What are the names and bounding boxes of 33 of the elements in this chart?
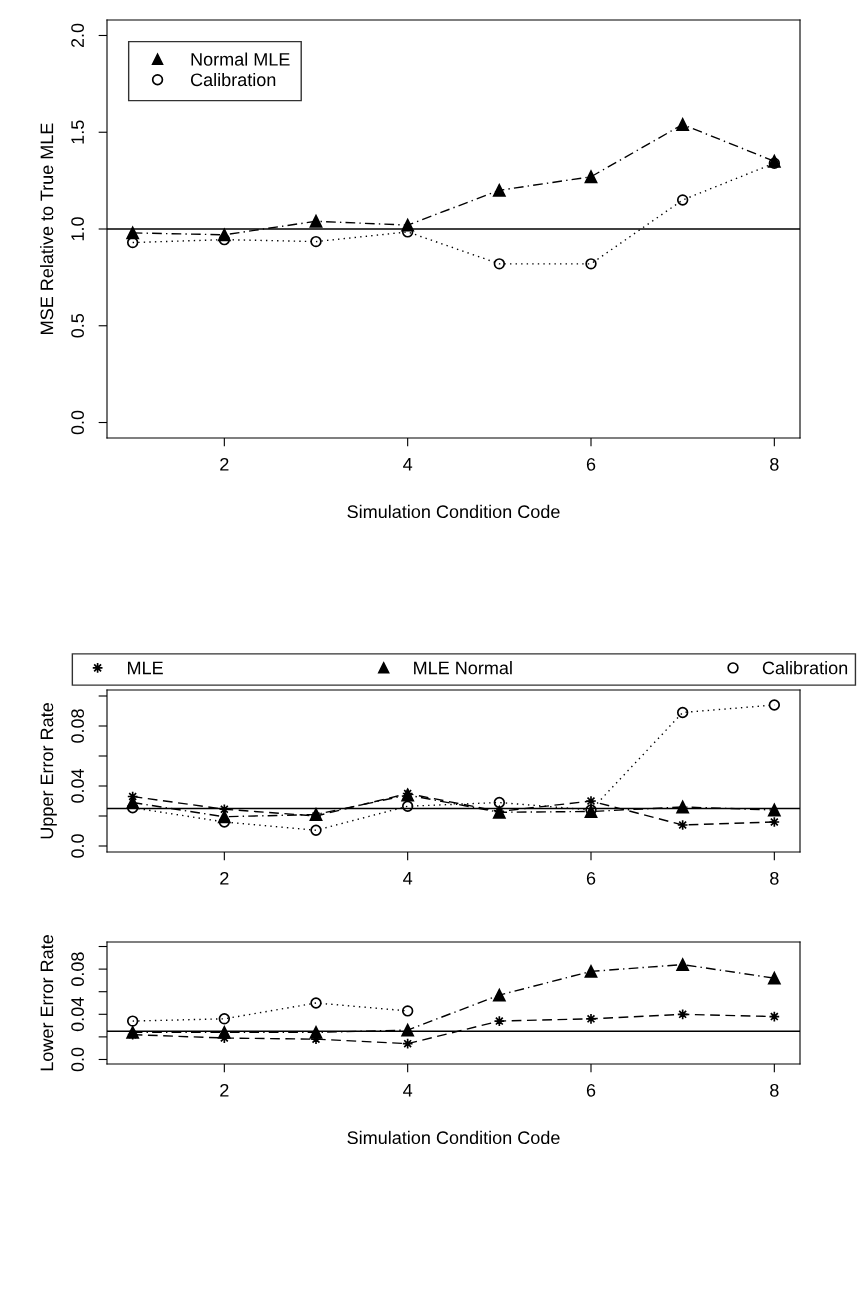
legend-label: MLE Normal	[414, 661, 512, 675]
y-tick-label: 1.5	[71, 120, 84, 144]
x-tick-label: 8	[770, 1083, 779, 1097]
x-tick-label: 8	[770, 457, 779, 471]
x-axis-title: Simulation Condition Code	[347, 1130, 560, 1145]
y-axis-title: Upper Error Rate	[40, 703, 57, 839]
y-tick-label: 2.0	[71, 23, 84, 48]
x-tick-label: 8	[770, 871, 779, 885]
x-tick-label: 2	[220, 457, 229, 471]
y-tick-label: 0.04	[71, 768, 84, 803]
y-tick-label: 1.0	[71, 217, 84, 241]
x-tick-label: 2	[220, 871, 229, 885]
y-tick-label: 0.0	[71, 834, 84, 858]
x-tick-label: 6	[586, 457, 596, 471]
y-tick-label: 0.5	[71, 313, 84, 338]
x-axis-title: Simulation Condition Code	[347, 504, 560, 519]
x-tick-label: 4	[403, 1084, 413, 1097]
x-tick-label: 6	[586, 1083, 596, 1097]
y-tick-label: 0.04	[71, 997, 84, 1032]
legend-label: Calibration	[190, 72, 276, 87]
y-tick-label: 0.0	[71, 410, 84, 435]
x-tick-label: 2	[220, 1083, 229, 1097]
y-tick-label: 0.08	[71, 709, 84, 743]
y-tick-label: 0.08	[71, 952, 84, 986]
x-tick-label: 4	[403, 872, 413, 885]
y-tick-label: 0.0	[71, 1047, 84, 1072]
legend-label: Calibration	[762, 661, 848, 675]
legend-label: Normal MLE	[191, 52, 290, 66]
y-axis-title: Lower Error Rate	[40, 935, 54, 1071]
legend-label: MLE	[128, 661, 163, 675]
x-tick-label: 4	[403, 458, 413, 471]
y-axis-title: MSE Relative to True MLE	[40, 123, 54, 334]
x-tick-label: 6	[586, 871, 596, 885]
